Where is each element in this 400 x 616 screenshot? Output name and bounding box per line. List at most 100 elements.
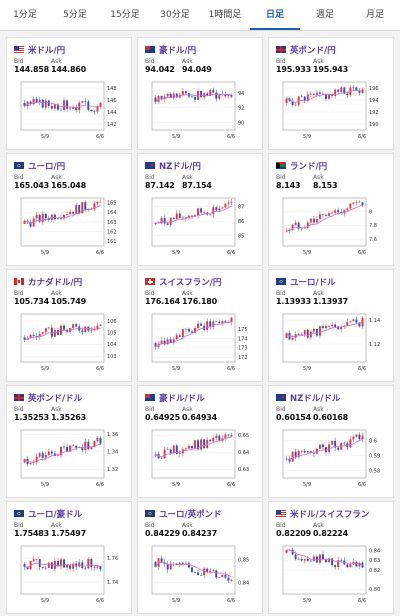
- ask-label: Ask: [51, 174, 62, 181]
- candle-body: [322, 214, 324, 216]
- tab-2[interactable]: 15分足: [110, 10, 140, 20]
- y-tick-label: 162: [107, 229, 117, 235]
- candle-body: [334, 324, 337, 328]
- rate-card[interactable]: ユーロ/円 Bid Ask 165.043 165.048 165 164 163 162 161…: [6, 153, 132, 266]
- candle-body: [212, 570, 215, 571]
- card-header: ユーロ/豪ドル: [14, 508, 82, 520]
- candle-body: [53, 104, 56, 109]
- candle-body: [340, 87, 343, 92]
- x-tick-label: 5/9: [303, 134, 311, 140]
- card-header: 豪ドル/円: [145, 44, 196, 56]
- ask-value: 105.749: [51, 297, 87, 306]
- ch-flag-icon: [145, 278, 155, 285]
- tab-7[interactable]: 月足: [365, 10, 384, 20]
- candle-body: [78, 205, 81, 214]
- rate-card[interactable]: NZドル/ドル Bid Ask 0.60154 0.60168 0.6 0.59 0.58 5/…: [268, 385, 394, 498]
- y-tick-label: 148: [107, 86, 117, 92]
- candle-body: [35, 335, 38, 338]
- tab-6[interactable]: 週足: [315, 10, 334, 20]
- candle-body: [32, 334, 35, 336]
- candle-body: [346, 321, 349, 326]
- x-tick-label: 6/6: [96, 250, 104, 256]
- candle-body: [169, 339, 172, 343]
- candle-body: [227, 434, 230, 436]
- rate-card[interactable]: 英ポンド/ドル Bid Ask 1.35253 1.35263 1.36 1.34 1.32 5…: [6, 385, 132, 498]
- candle-body: [325, 559, 327, 563]
- y-tick-label: 1.76: [107, 556, 118, 562]
- rate-card[interactable]: スイスフラン/円 Bid Ask 176.164 176.180 175 174 173 172…: [137, 269, 263, 382]
- rate-card[interactable]: ユーロ/英ポンド Bid Ask 0.84229 0.84237 0.85 0.84 5/9 6…: [137, 501, 263, 614]
- candle-body: [69, 565, 72, 569]
- candle-body: [285, 98, 288, 103]
- candle-body: [56, 218, 59, 220]
- us-flag-icon: [14, 46, 24, 53]
- candle-body: [175, 335, 178, 340]
- candle-body: [358, 90, 361, 93]
- tab-5[interactable]: 日足: [250, 0, 300, 30]
- tab-0[interactable]: 1分足: [13, 10, 37, 20]
- candle-body: [181, 91, 184, 95]
- candle-body: [87, 441, 90, 450]
- card-header: ユーロ/英ポンド: [145, 508, 222, 520]
- candle-body: [224, 94, 227, 97]
- y-tick-label: 174: [238, 336, 248, 342]
- candle-body: [221, 321, 224, 324]
- candle-body: [181, 562, 184, 564]
- us-flag-icon: [276, 510, 286, 517]
- rate-card[interactable]: ランド/円 Bid Ask 8.143 8.153 8 7.8 7.6 5/9 6/6: [268, 153, 394, 266]
- za-flag-icon: [276, 162, 286, 169]
- rate-card[interactable]: NZドル/円 Bid Ask 87.142 87.154 87 86 85 5/9 6/6: [137, 153, 263, 266]
- ask-value: 8.153: [313, 181, 338, 190]
- candle-body: [90, 558, 93, 568]
- candle-body: [160, 96, 163, 100]
- bid-value: 176.164: [145, 297, 181, 306]
- rate-card[interactable]: カナダドル/円 Bid Ask 105.734 105.749 106 105 104 103 5…: [6, 269, 132, 382]
- rate-card[interactable]: 英ポンド/円 Bid Ask 195.933 195.943 196 194 192 190 5/…: [268, 37, 394, 150]
- pair-name: スイスフラン/円: [159, 277, 222, 288]
- candle-body: [352, 87, 355, 89]
- candle-body: [200, 323, 203, 326]
- pair-name: NZドル/ドル: [290, 393, 341, 404]
- candle-body: [297, 334, 300, 335]
- candle-body: [349, 564, 352, 568]
- rate-card[interactable]: 米ドル/円 Bid Ask 144.858 144.860 148 146 144 142 5/9…: [6, 37, 132, 150]
- bid-value: 0.84229: [145, 529, 181, 538]
- candle-body: [297, 559, 300, 560]
- candlestick-chart: 1.76 1.74 5/9 6/6: [20, 545, 118, 604]
- pair-name: 英ポンド/円: [290, 45, 336, 56]
- candle-body: [84, 441, 87, 451]
- candle-body: [303, 450, 306, 453]
- rate-card[interactable]: ユーロ/ドル Bid Ask 1.13933 1.13937 1.14 1.12 5/9 6/6: [268, 269, 394, 382]
- candle-body: [87, 558, 90, 569]
- tab-1[interactable]: 5分足: [63, 10, 87, 20]
- candlestick-chart: 1.36 1.34 1.32 5/9 6/6: [20, 429, 118, 488]
- moving-average-line: [24, 101, 101, 109]
- candle-body: [32, 218, 35, 227]
- candle-body: [184, 217, 187, 219]
- tab-3[interactable]: 30分足: [160, 10, 190, 20]
- y-tick-label: 1.74: [107, 580, 118, 586]
- candle-body: [191, 445, 193, 449]
- rate-card[interactable]: ユーロ/豪ドル Bid Ask 1.75483 1.75497 1.76 1.74 5/9 6/…: [6, 501, 132, 614]
- candle-body: [352, 561, 355, 565]
- rate-card[interactable]: 豪ドル/ドル Bid Ask 0.64925 0.64934 0.65 0.64 0.63 5/…: [137, 385, 263, 498]
- candle-body: [66, 214, 69, 216]
- candle-body: [23, 337, 26, 340]
- eu-flag-icon: [14, 510, 24, 517]
- moving-average-line: [155, 562, 232, 578]
- candle-body: [56, 560, 59, 567]
- bid-value: 1.35253: [14, 413, 50, 422]
- rate-card[interactable]: 米ドル/スイスフラン Bid Ask 0.82209 0.82224 0.80 0.82 0.…: [268, 501, 394, 614]
- candle-body: [166, 339, 169, 345]
- moving-average-line: [155, 205, 232, 224]
- tab-4[interactable]: 1時間足: [208, 10, 242, 20]
- rate-card[interactable]: 豪ドル/円 Bid Ask 94.042 94.049 94 92 90 5/9 6/6: [137, 37, 263, 150]
- y-tick-label: 161: [107, 239, 117, 245]
- candle-body: [60, 218, 62, 219]
- ask-value: 1.75497: [51, 529, 87, 538]
- candle-body: [230, 317, 233, 323]
- candle-body: [175, 445, 178, 455]
- y-tick-label: 0.64: [238, 450, 249, 456]
- y-tick-label: 172: [238, 355, 248, 361]
- bid-label: Bid: [14, 174, 24, 181]
